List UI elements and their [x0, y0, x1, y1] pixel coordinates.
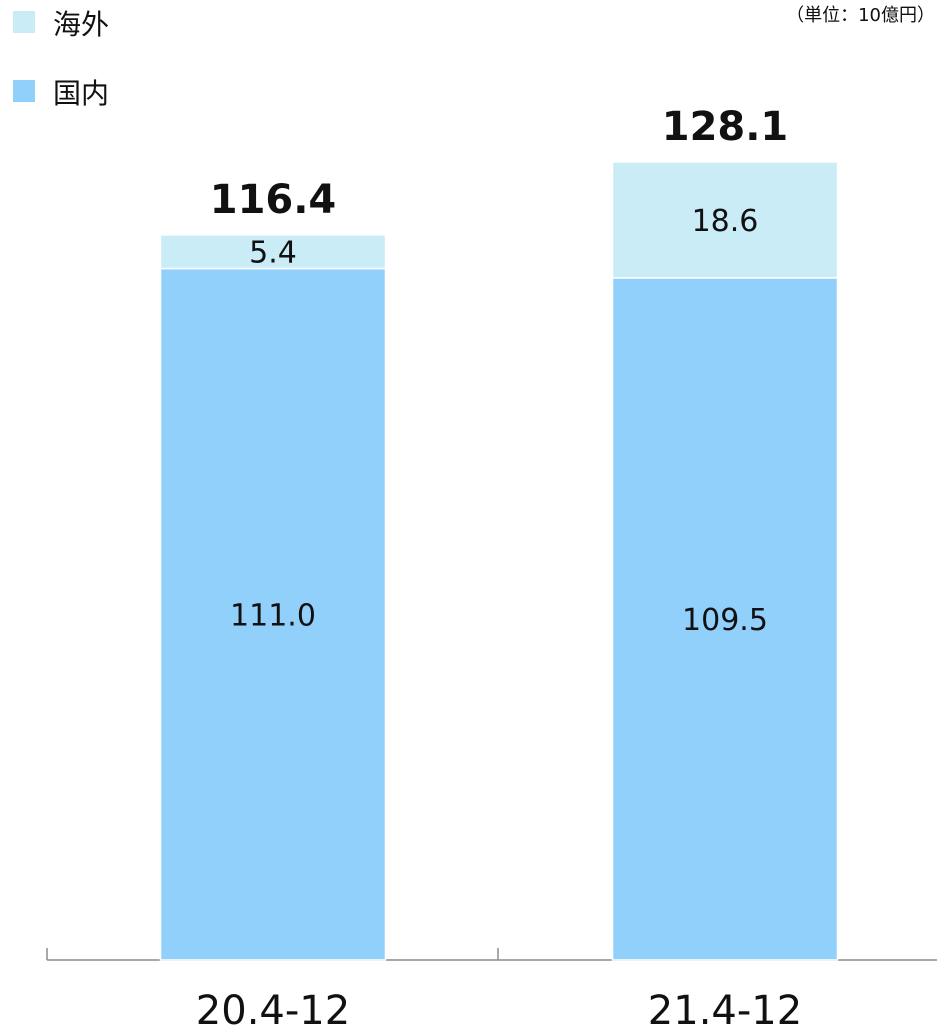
total-label: 116.4	[210, 177, 337, 223]
data-label-overseas: 18.6	[692, 204, 759, 239]
legend: 海外 国内	[13, 8, 109, 110]
data-label-overseas: 5.4	[249, 236, 297, 271]
legend-label-domestic: 国内	[53, 77, 109, 110]
legend-swatch-domestic	[13, 80, 35, 102]
category-label: 20.4-12	[196, 988, 350, 1031]
category-label: 21.4-12	[648, 988, 802, 1031]
unit-note: （単位：10億円）	[786, 5, 935, 26]
legend-swatch-overseas	[13, 11, 35, 33]
legend-label-overseas: 海外	[53, 8, 109, 41]
bar-segment-domestic	[611, 277, 839, 961]
bar-segment-overseas	[611, 161, 839, 279]
bar-segment-domestic	[159, 267, 387, 961]
total-label: 128.1	[662, 104, 789, 150]
data-label-domestic: 111.0	[230, 598, 316, 633]
bar-segment-overseas	[159, 234, 387, 270]
data-label-domestic: 109.5	[682, 603, 768, 638]
bars: 111.0 5.4 116.4 20.4-12 109.5 18.6 128.1 21.4-1…	[159, 104, 839, 1031]
